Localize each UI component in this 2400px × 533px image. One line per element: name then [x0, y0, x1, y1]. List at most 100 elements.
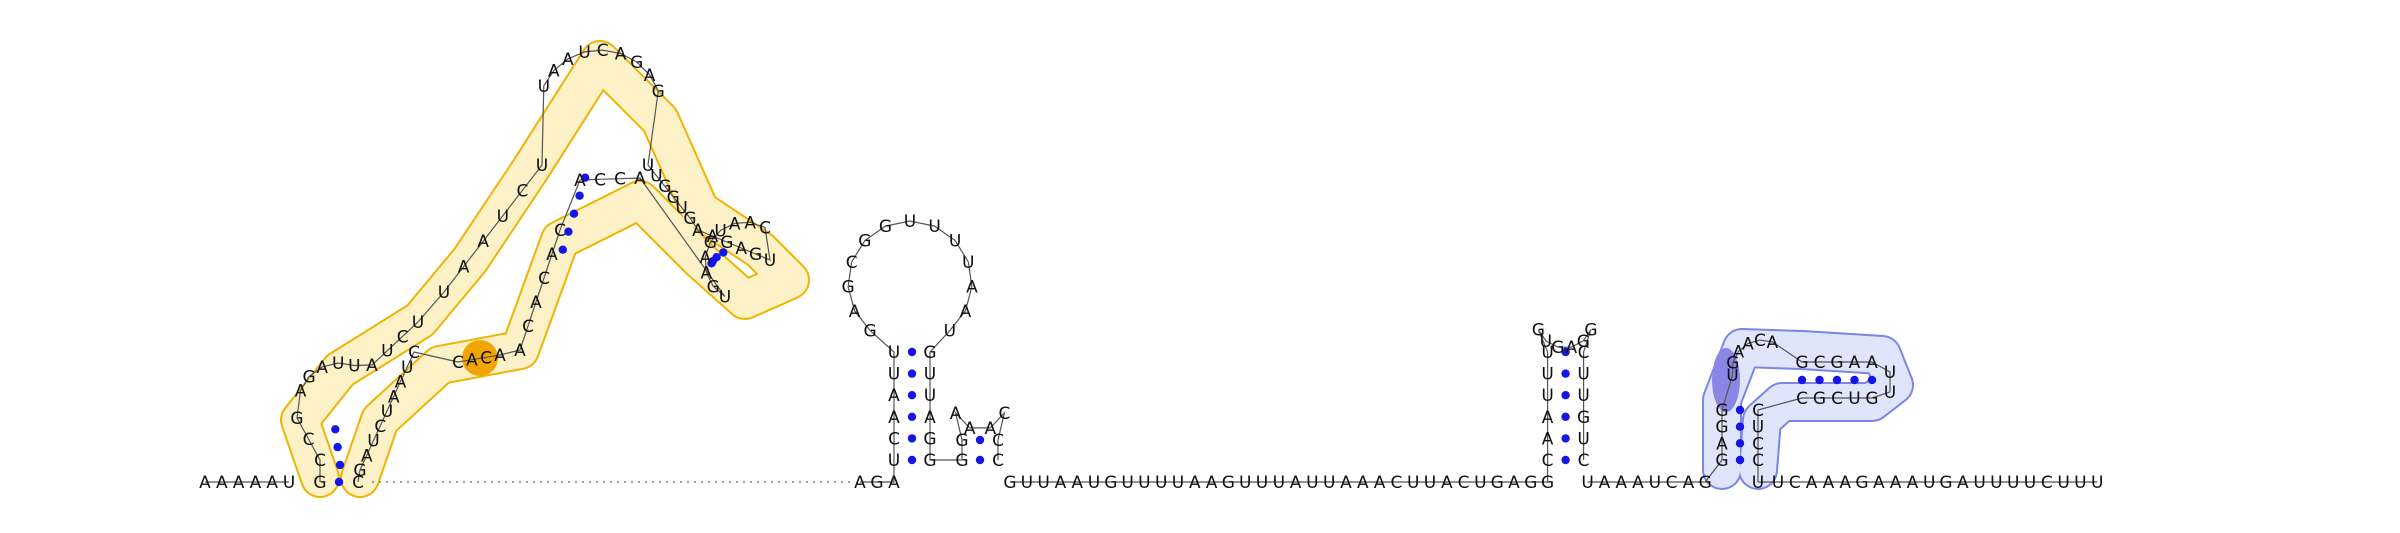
nucleotide-C: C: [397, 327, 409, 347]
nucleotide-A: A: [888, 473, 900, 493]
nucleotide-A: A: [1340, 473, 1352, 493]
nucleotide-C: C: [1752, 401, 1764, 421]
nucleotide-C: C: [992, 431, 1004, 451]
nucleotide-G: G: [1813, 389, 1826, 409]
nucleotide-U: U: [1752, 418, 1764, 438]
base-pair-dot: [575, 191, 584, 200]
nucleotide-U: U: [1088, 473, 1100, 493]
nucleotide-U: U: [924, 365, 936, 385]
backbone-segment: [1587, 339, 1891, 483]
nucleotide-U: U: [1848, 389, 1860, 409]
base-pair-dot: [334, 477, 344, 487]
nucleotide-U: U: [1540, 332, 1552, 352]
nucleotide-A: A: [388, 387, 400, 407]
nucleotide-G: G: [1715, 418, 1728, 438]
nucleotide-G: G: [1699, 473, 1712, 493]
nucleotide-U: U: [1752, 473, 1764, 493]
nucleotide-G: G: [1577, 408, 1590, 428]
nucleotide-A: A: [1615, 473, 1627, 493]
nucleotide-U: U: [497, 207, 509, 227]
nucleotide-G: G: [353, 461, 366, 481]
nucleotide-C: C: [314, 451, 326, 471]
nucleotide-C: C: [1578, 451, 1590, 471]
nucleotide-G: G: [923, 451, 936, 471]
nucleotide-A: A: [1542, 429, 1554, 449]
nucleotide-A: A: [477, 232, 489, 252]
nucleotide-U: U: [348, 357, 360, 377]
nucleotide-A: A: [854, 473, 866, 493]
nucleotide-G: G: [749, 245, 762, 265]
nucleotide-G: G: [658, 177, 671, 197]
nucleotide-G: G: [720, 233, 733, 253]
nucleotide-U: U: [888, 365, 900, 385]
backbone-segment: [1010, 329, 1592, 483]
nucleotide-G: G: [955, 451, 968, 471]
nucleotide-C: C: [538, 269, 550, 289]
nucleotide-G: G: [1104, 473, 1117, 493]
nucleotide-U: U: [2074, 473, 2086, 493]
base-pair-dot: [1850, 375, 1859, 385]
nucleotide-A: A: [744, 213, 756, 233]
nucleotide-A: A: [548, 62, 560, 82]
nucleotide-A: A: [1542, 408, 1554, 428]
base-pair-dot: [1561, 455, 1570, 465]
nucleotide-C: C: [1578, 343, 1590, 363]
nucleotide-C: C: [1666, 473, 1678, 493]
base-pair-dot: [333, 442, 342, 452]
nucleotide-C: C: [1390, 473, 1402, 493]
nucleotide-G: G: [707, 277, 720, 297]
nucleotide-U: U: [1541, 343, 1553, 363]
nucleotide-U: U: [2057, 473, 2069, 493]
nucleotide-U: U: [1541, 365, 1553, 385]
nucleotide-C: C: [408, 343, 420, 363]
nucleotide-A: A: [634, 169, 646, 189]
nucleotide-A: A: [1957, 473, 1969, 493]
nucleotide-A: A: [1189, 473, 1201, 493]
nucleotide-G: G: [1003, 473, 1016, 493]
nucleotide-A: A: [924, 408, 936, 428]
base-pair-dot: [907, 434, 917, 443]
base-pair-dot: [335, 460, 345, 470]
nucleotide-U: U: [642, 156, 654, 176]
nucleotide-A: A: [1839, 473, 1851, 493]
base-pair-dot: [907, 369, 917, 378]
nucleotide-G: G: [1715, 401, 1728, 421]
nucleotide-A: A: [729, 214, 741, 234]
base-pair-dot: [719, 248, 728, 257]
nucleotide-A: A: [1374, 473, 1386, 493]
nucleotide-C: C: [594, 170, 606, 190]
nucleotide-U: U: [1581, 473, 1593, 493]
nucleotide-U: U: [2007, 473, 2019, 493]
nucleotide-U: U: [1407, 473, 1419, 493]
nucleotide-A: A: [966, 278, 978, 298]
nucleotide-U: U: [1541, 386, 1553, 406]
nucleotide-A: A: [1683, 473, 1695, 493]
nucleotide-A: A: [735, 239, 747, 259]
nucleotide-A: A: [615, 45, 627, 65]
nucleotide-U: U: [1172, 473, 1184, 493]
nucleotide-A: A: [562, 50, 574, 70]
nucleotide-A: A: [316, 358, 328, 378]
nucleotide-A: A: [1907, 473, 1919, 493]
nucleotide-U: U: [1990, 473, 2002, 493]
nucleotide-C: C: [1754, 331, 1766, 351]
nucleotide-U: U: [1973, 473, 1985, 493]
nucleotide-A: A: [849, 302, 861, 322]
nucleotide-A: A: [466, 351, 478, 371]
nucleotide-G: G: [683, 209, 696, 229]
nucleotide-C: C: [1814, 353, 1826, 373]
nucleotide-A: A: [701, 263, 713, 283]
nucleotide-A: A: [514, 341, 526, 361]
nucleotide-G: G: [870, 473, 883, 493]
nucleotide-G: G: [704, 233, 717, 253]
nucleotide-U: U: [1424, 473, 1436, 493]
nucleotide-A: A: [1290, 473, 1302, 493]
nucleotide-G: G: [1865, 389, 1878, 409]
base-pair-dot: [1735, 405, 1745, 415]
nucleotide-U: U: [714, 221, 726, 241]
nucleotide-U: U: [1772, 473, 1784, 493]
nucleotide-A: A: [700, 248, 712, 268]
base-pair-dot: [1735, 455, 1745, 465]
nucleotide-A: A: [216, 473, 228, 493]
nucleotide-C: C: [998, 404, 1010, 424]
